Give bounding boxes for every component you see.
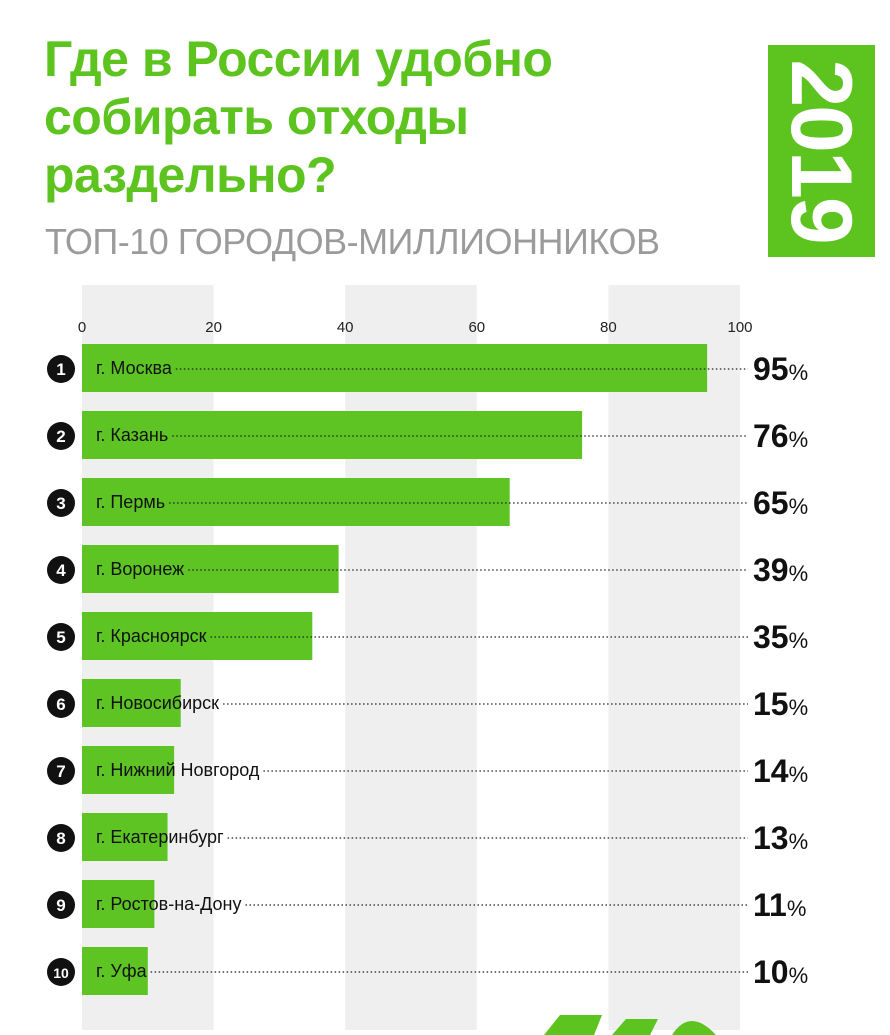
bar [82,813,168,861]
rank-badge [47,824,75,852]
category-label: г. Ростов-на-Дону [96,894,242,914]
category-label: г. Екатеринбург [96,827,224,847]
bar [82,947,148,995]
rank-number: 1 [56,360,65,379]
cropped-footer-graphic [544,1015,716,1035]
rank-badge [47,958,75,986]
category-label: г. Красноярск [96,626,207,646]
x-tick-label: 60 [468,319,485,336]
bar [82,679,181,727]
bar [82,478,510,526]
rank-badge [47,757,75,785]
rank-badge [47,891,75,919]
x-tick-label: 100 [727,319,752,336]
grid-band [345,285,477,1030]
value-label: 15% [753,686,808,722]
year-badge [768,45,875,257]
x-tick-label: 40 [337,319,354,336]
category-label: г. Уфа [96,961,148,981]
rank-badge [47,489,75,517]
value-label: 76% [753,418,808,454]
bar [82,746,175,794]
rank-badge [47,556,75,584]
category-label: г. Воронеж [96,559,184,579]
rank-number: 8 [56,829,65,848]
value-label: 13% [753,820,808,856]
value-label: 11% [753,887,806,923]
value-label: 14% [753,753,808,789]
title-line: Где в России удобно [44,31,553,87]
rank-number: 2 [56,427,65,446]
bar [82,612,313,660]
bar [82,880,155,928]
category-label: г. Москва [96,358,173,378]
chart-subtitle: ТОП-10 ГОРОДОВ-МИЛЛИОННИКОВ [45,221,660,262]
rank-badge [47,355,75,383]
category-label: г. Пермь [96,492,165,512]
rank-badge [47,422,75,450]
title-line: раздельно? [44,147,337,203]
rank-number: 9 [56,896,65,915]
value-label: 65% [753,485,808,521]
title-line: собирать отходы [44,89,469,145]
value-label: 39% [753,552,808,588]
value-label: 35% [753,619,808,655]
rank-badge [47,690,75,718]
rank-number: 7 [56,762,65,781]
bar [82,545,339,593]
chart-title: Где в России удобно собирать отходы разд… [44,30,744,204]
category-label: г. Казань [96,425,168,445]
bar [82,411,583,459]
bar [82,344,708,392]
category-label: г. Нижний Новгород [96,760,260,780]
grid-band [608,285,740,1030]
x-tick-label: 80 [600,319,617,336]
x-tick-label: 0 [78,319,86,336]
rank-number: 5 [56,628,65,647]
rank-number: 6 [56,695,65,714]
value-label: 95% [753,351,808,387]
rank-number: 10 [53,965,69,981]
value-label: 10% [753,954,808,990]
rank-badge [47,623,75,651]
category-label: г. Новосибирск [96,693,219,713]
x-tick-label: 20 [205,319,222,336]
rank-number: 4 [56,561,66,580]
rank-number: 3 [56,494,65,513]
